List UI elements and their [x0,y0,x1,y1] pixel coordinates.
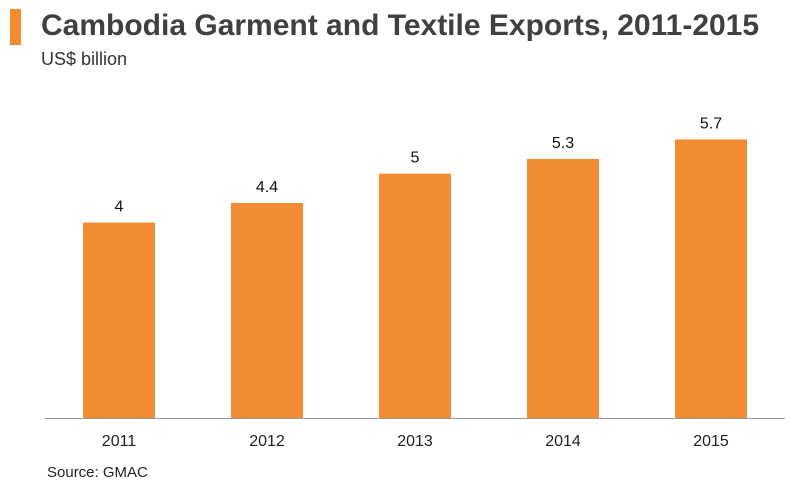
chart-subtitle: US$ billion [41,49,128,69]
x-tick-label-2013: 2013 [397,433,433,450]
chart-title: Cambodia Garment and Textile Exports, 20… [41,9,760,42]
value-label-2015: 5.7 [700,115,722,132]
bar-2013 [379,173,451,418]
x-tick-labels-group: 2011 2012 2013 2014 2015 [102,433,729,450]
x-tick-label-2012: 2012 [249,433,285,450]
value-label-2014: 5.3 [552,135,574,152]
title-accent-bar [10,9,21,45]
source-note: Source: GMAC [47,464,148,481]
bar-2011 [83,222,155,418]
bar-2014 [527,158,599,418]
value-labels-group: 4 4.4 5 5.3 5.7 [115,115,723,215]
value-label-2011: 4 [115,199,124,216]
bar-2012 [231,202,303,418]
bar-2015 [675,139,747,418]
x-tick-label-2011: 2011 [102,433,137,450]
bars-group [83,139,747,418]
x-tick-label-2015: 2015 [693,433,729,450]
value-label-2013: 5 [411,150,420,167]
value-label-2012: 4.4 [256,179,278,196]
x-tick-label-2014: 2014 [545,433,581,450]
